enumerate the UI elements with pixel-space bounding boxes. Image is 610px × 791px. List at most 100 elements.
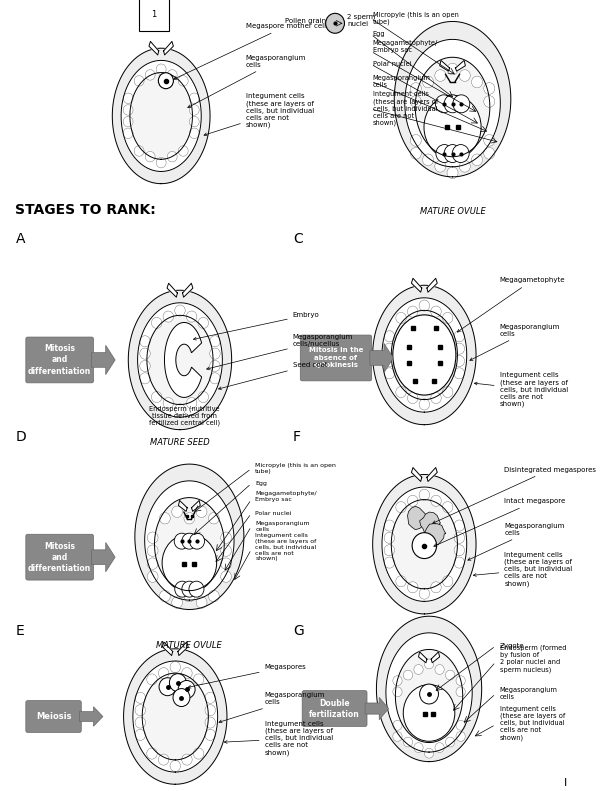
Circle shape (454, 557, 465, 568)
Circle shape (147, 545, 158, 556)
Text: Integument cells
(these are layers of
cells, but individual
cells are not
shown): Integument cells (these are layers of ce… (204, 93, 314, 135)
Circle shape (178, 680, 195, 698)
Polygon shape (427, 278, 437, 292)
Circle shape (196, 597, 207, 608)
Text: 1: 1 (151, 9, 156, 19)
Circle shape (156, 64, 166, 74)
Circle shape (484, 82, 495, 94)
Text: Megaspores: Megaspores (188, 664, 306, 688)
Circle shape (431, 306, 441, 317)
Text: Endosperm (nutritive
tissue derived from
fertilized central cell): Endosperm (nutritive tissue derived from… (149, 405, 220, 426)
Text: Integument cells
(these are layers of
cells, but individual
cells are not
shown): Integument cells (these are layers of ce… (473, 551, 573, 587)
Circle shape (444, 145, 461, 162)
Circle shape (210, 373, 220, 384)
FancyBboxPatch shape (26, 534, 93, 580)
Circle shape (190, 533, 204, 549)
Circle shape (174, 533, 189, 549)
Circle shape (384, 532, 395, 543)
Text: C: C (293, 233, 303, 247)
Ellipse shape (393, 315, 456, 395)
Circle shape (173, 689, 190, 706)
Polygon shape (427, 467, 437, 482)
Circle shape (147, 748, 157, 759)
Circle shape (453, 95, 470, 113)
Circle shape (384, 520, 395, 531)
Circle shape (384, 368, 395, 379)
FancyBboxPatch shape (300, 335, 371, 381)
Text: Megasporangium
cells: Megasporangium cells (219, 692, 325, 723)
Polygon shape (407, 506, 428, 530)
Circle shape (123, 116, 133, 127)
Circle shape (156, 157, 166, 168)
Polygon shape (382, 297, 467, 412)
Circle shape (187, 398, 197, 409)
Circle shape (159, 590, 170, 602)
Text: Polar nuclei: Polar nuclei (373, 61, 411, 67)
Circle shape (163, 398, 174, 409)
Circle shape (147, 558, 158, 570)
Polygon shape (145, 481, 234, 600)
Polygon shape (382, 487, 467, 601)
Circle shape (135, 729, 146, 740)
Circle shape (411, 134, 422, 146)
Circle shape (198, 392, 209, 403)
FancyBboxPatch shape (302, 691, 367, 726)
Polygon shape (440, 60, 450, 71)
Circle shape (384, 331, 395, 342)
Circle shape (140, 335, 150, 346)
Polygon shape (133, 661, 218, 772)
Text: Megasporangium
cells/nucellus: Megasporangium cells/nucellus (207, 334, 353, 369)
Text: Megasporangium
cells: Megasporangium cells (188, 55, 306, 108)
Circle shape (454, 520, 465, 531)
Polygon shape (124, 649, 227, 784)
Text: G: G (293, 624, 304, 638)
Polygon shape (154, 498, 224, 591)
Polygon shape (165, 323, 202, 397)
Circle shape (447, 63, 458, 75)
Polygon shape (376, 616, 482, 762)
Text: MATURE OVULE: MATURE OVULE (157, 641, 222, 649)
Circle shape (175, 581, 190, 597)
Circle shape (407, 581, 418, 592)
Polygon shape (192, 501, 200, 511)
Text: Seed coat: Seed coat (218, 362, 328, 390)
Circle shape (442, 501, 453, 513)
Text: Egg: Egg (255, 481, 267, 486)
Circle shape (123, 128, 133, 138)
Circle shape (420, 684, 439, 704)
Circle shape (484, 96, 495, 108)
Polygon shape (411, 278, 422, 292)
Polygon shape (386, 633, 472, 752)
Text: Micropyle (this is an open
tube): Micropyle (this is an open tube) (373, 11, 459, 25)
Text: I: I (564, 778, 567, 789)
Circle shape (454, 355, 465, 366)
Circle shape (151, 392, 162, 403)
Text: Pollen grain: Pollen grain (285, 18, 326, 25)
Circle shape (189, 104, 199, 115)
Polygon shape (431, 652, 440, 663)
Circle shape (210, 361, 220, 372)
Circle shape (393, 676, 402, 686)
Circle shape (414, 664, 423, 675)
Polygon shape (130, 73, 192, 159)
Circle shape (205, 705, 215, 716)
Text: F: F (293, 430, 301, 444)
Circle shape (209, 513, 219, 524)
Text: Integument cells
(these are layers of
cells, but individual
cells are not
shown): Integument cells (these are layers of ce… (224, 721, 333, 756)
Text: 2 sperm
nuclei: 2 sperm nuclei (347, 13, 376, 27)
Circle shape (419, 588, 429, 599)
Polygon shape (138, 303, 223, 417)
Circle shape (159, 678, 176, 696)
Circle shape (456, 721, 465, 730)
Text: Megasporangium
cells: Megasporangium cells (255, 521, 310, 532)
Circle shape (393, 732, 402, 741)
Circle shape (210, 348, 220, 359)
Circle shape (445, 737, 454, 747)
Polygon shape (167, 283, 178, 297)
Polygon shape (415, 57, 490, 157)
Circle shape (174, 404, 185, 415)
Circle shape (396, 387, 406, 398)
Circle shape (163, 311, 174, 322)
Circle shape (423, 76, 434, 88)
Ellipse shape (424, 95, 481, 159)
